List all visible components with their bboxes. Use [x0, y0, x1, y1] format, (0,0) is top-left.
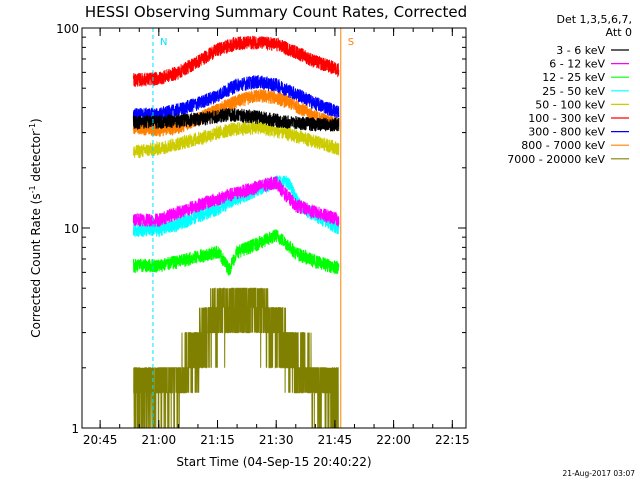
x-tick-label: 21:30: [259, 433, 294, 447]
legend-label: 25 - 50 keV: [542, 85, 605, 98]
chart-title: HESSI Observing Summary Count Rates, Cor…: [85, 3, 467, 21]
y-tick-label: 1: [71, 422, 79, 436]
y-tick-label: 10: [64, 222, 79, 236]
y-axis-label-mid: detector: [29, 131, 43, 186]
y-axis-label-main: Corrected Count Rate (s: [29, 193, 43, 337]
x-tick-label: 22:15: [435, 433, 470, 447]
timestamp: 21-Aug-2017 03:07: [562, 469, 635, 478]
marker-label-s: S: [348, 37, 354, 48]
series-line-50-100-kev: [132, 120, 340, 159]
legend-label: 100 - 300 keV: [528, 112, 605, 125]
data-layer: [132, 35, 340, 428]
marker-label-n: N: [160, 37, 167, 48]
legend-title-line1: Det 1,3,5,6,7,: [556, 13, 632, 26]
x-axis-label: Start Time (04-Sep-15 20:40:22): [176, 455, 371, 469]
legend-label: 3 - 6 keV: [556, 44, 605, 57]
y-axis-label: Corrected Count Rate (s-1 detector-1): [28, 118, 43, 337]
legend-label: 12 - 25 keV: [542, 71, 605, 84]
series-line-100-300-kev: [132, 35, 340, 88]
legend-label: 300 - 800 keV: [528, 126, 605, 139]
x-tick-label: 21:15: [200, 433, 235, 447]
x-tick-label: 21:45: [318, 433, 353, 447]
legend-label: 50 - 100 keV: [535, 98, 605, 111]
axis-ticks: 20:45 21:00 21:15 21:30 21:45 22:00 22:15 1 10 10…: [56, 22, 470, 447]
x-tick-label: 22:00: [376, 433, 411, 447]
series-line-7000-20000-kev: [133, 287, 339, 428]
y-axis-label-sup1: -1: [28, 185, 37, 193]
legend-label: 6 - 12 keV: [549, 58, 605, 71]
legend-label: 7000 - 20000 keV: [507, 153, 605, 166]
x-tick-label: 20:45: [83, 433, 118, 447]
legend-label: 800 - 7000 keV: [521, 139, 605, 152]
y-tick-label: 100: [56, 22, 79, 36]
series-line-300-800-kev: [132, 75, 340, 122]
series-line-6-12-kev: [132, 176, 340, 227]
series-line-3-6-kev: [132, 107, 340, 132]
y-axis-label-sup2: -1: [28, 123, 37, 131]
series-line-12-25-kev: [132, 229, 340, 276]
x-tick-label: 21:00: [142, 433, 177, 447]
legend-title-line2: Att 0: [606, 26, 632, 39]
y-axis-label-end: ): [29, 118, 43, 123]
